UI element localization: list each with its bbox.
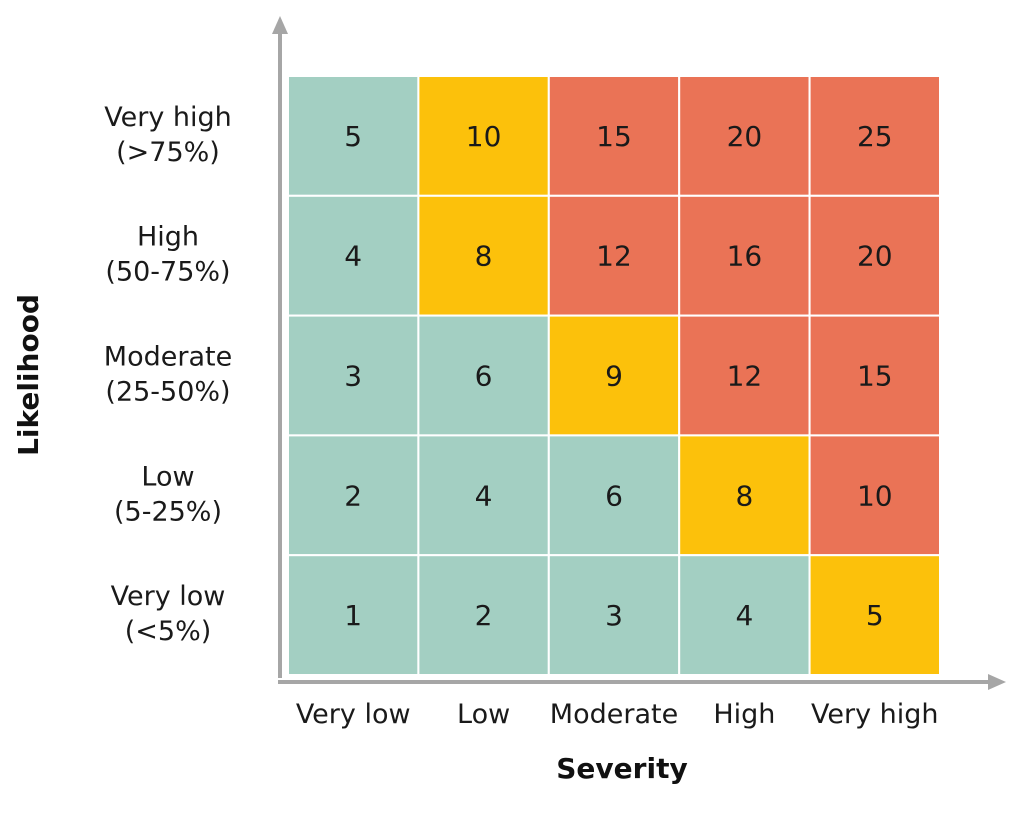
matrix-cell-value-r4-c5: 10 <box>857 479 893 512</box>
y-tick-label-line2: (<5%) <box>125 616 212 647</box>
matrix-cell-value-r1-c2: 10 <box>466 120 502 153</box>
matrix-cell-r2-c5 <box>808 194 941 317</box>
x-tick-label: Very high <box>811 699 939 730</box>
matrix-cell-value-r5-c1: 1 <box>344 599 362 632</box>
matrix-cell-labels: 5 10 15 20 254 8 12 16 203 6 9 12 152 4 6 8 101 2 3 4 5 <box>344 120 892 632</box>
matrix-cell-r1-c1 <box>287 75 420 197</box>
matrix-cell-r2-c4 <box>678 194 811 317</box>
matrix-cell-value-r1-c1: 5 <box>344 120 362 153</box>
matrix-cell-value-r3-c2: 6 <box>475 360 493 393</box>
y-tick-label-line2: (>75%) <box>116 137 220 168</box>
matrix-cell-r5-c4 <box>678 554 811 677</box>
matrix-cell-r5-c5 <box>808 554 941 677</box>
matrix-cell-r1-c4 <box>678 75 811 197</box>
matrix-cell-r2-c1 <box>287 194 420 317</box>
x-axis-arrowhead <box>988 674 1006 690</box>
x-tick-labels: Very low Low Moderate High Very high <box>296 699 939 730</box>
y-tick-labels: Very high (>75%) High (50-75%) Moderate (25-5… <box>104 102 232 647</box>
matrix-cell-value-r3-c5: 15 <box>857 360 893 393</box>
matrix-cell-value-r5-c5: 5 <box>866 599 884 632</box>
matrix-cell-value-r4-c4: 8 <box>735 479 753 512</box>
y-axis-title: Likelihood <box>12 294 45 456</box>
matrix-cells <box>287 75 941 677</box>
matrix-cell-r3-c4 <box>678 314 811 437</box>
x-tick-label: Moderate <box>550 699 678 730</box>
matrix-cell-r1-c5 <box>808 75 941 197</box>
matrix-cell-value-r2-c5: 20 <box>857 240 893 273</box>
matrix-cell-value-r5-c3: 3 <box>605 599 623 632</box>
matrix-cell-r3-c1 <box>287 314 420 437</box>
y-tick-label-line1: Low <box>141 461 194 492</box>
matrix-cell-value-r3-c3: 9 <box>605 360 623 393</box>
matrix-cell-value-r1-c3: 15 <box>596 120 632 153</box>
y-axis-arrowhead <box>272 16 288 34</box>
matrix-cell-value-r4-c2: 4 <box>475 479 493 512</box>
matrix-cell-value-r1-c5: 25 <box>857 120 893 153</box>
matrix-cell-value-r3-c1: 3 <box>344 360 362 393</box>
matrix-cell-r5-c1 <box>287 554 420 677</box>
matrix-cell-r3-c5 <box>808 314 941 437</box>
y-tick-label-line1: High <box>137 222 199 253</box>
matrix-cell-r3-c2 <box>417 314 550 437</box>
x-tick-label: High <box>713 699 775 730</box>
y-tick-label-line1: Very low <box>111 581 226 612</box>
matrix-cell-r5-c2 <box>417 554 550 677</box>
y-tick-label-line2: (50-75%) <box>105 257 230 288</box>
matrix-cell-r1-c3 <box>547 75 681 197</box>
matrix-cell-value-r2-c4: 16 <box>727 240 763 273</box>
matrix-cell-r4-c3 <box>547 434 681 557</box>
matrix-cell-value-r4-c3: 6 <box>605 479 623 512</box>
matrix-cell-r4-c5 <box>808 434 941 557</box>
x-axis-title: Severity <box>556 752 687 785</box>
matrix-cell-value-r4-c1: 2 <box>344 479 362 512</box>
y-tick-label-line2: (25-50%) <box>105 377 230 408</box>
matrix-cell-value-r2-c3: 12 <box>596 240 632 273</box>
matrix-cell-value-r5-c2: 2 <box>475 599 493 632</box>
matrix-cell-value-r3-c4: 12 <box>727 360 763 393</box>
matrix-cell-r4-c4 <box>678 434 811 557</box>
matrix-cell-value-r1-c4: 20 <box>727 120 763 153</box>
matrix-cell-value-r2-c1: 4 <box>344 240 362 273</box>
axes <box>272 16 1006 690</box>
matrix-cell-value-r5-c4: 4 <box>735 599 753 632</box>
y-tick-label-line1: Very high <box>104 102 232 133</box>
y-tick-label-line1: Moderate <box>104 342 232 373</box>
y-tick-label-line2: (5-25%) <box>114 496 222 527</box>
matrix-cell-value-r2-c2: 8 <box>475 240 493 273</box>
x-tick-label: Very low <box>296 699 411 730</box>
x-tick-label: Low <box>457 699 510 730</box>
